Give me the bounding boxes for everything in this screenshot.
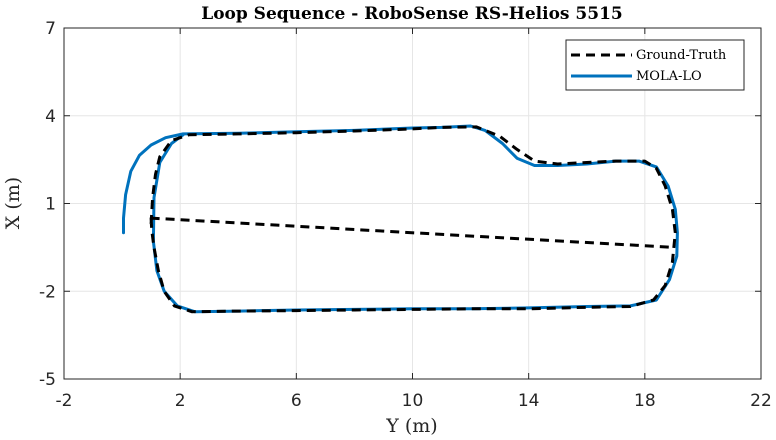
x-tick-label: 14 [518, 391, 540, 411]
chart-title: Loop Sequence - RoboSense RS-Helios 5515 [201, 4, 622, 24]
x-tick-label: 2 [175, 391, 186, 411]
y-tick-label: 1 [45, 195, 56, 215]
y-tick-label: 7 [45, 19, 56, 39]
y-tick-label: -2 [39, 282, 56, 302]
x-tick-label: -2 [56, 391, 73, 411]
y-tick-label: -5 [39, 370, 56, 390]
x-tick-label: 6 [291, 391, 302, 411]
x-tick-label: 22 [750, 391, 772, 411]
x-axis-label: Y (m) [385, 415, 437, 437]
series-line-ground-truth [149, 125, 677, 314]
legend-box [565, 39, 745, 91]
legend-label-mola-lo: MOLA-LO [636, 69, 702, 84]
y-tick-label: 4 [45, 107, 56, 127]
legend-label-ground-truth: Ground-Truth [636, 48, 727, 63]
x-tick-label: 18 [634, 391, 656, 411]
x-tick-label: 10 [402, 391, 424, 411]
series-layer [122, 124, 679, 314]
y-axis-label: X (m) [2, 177, 24, 229]
legend: Ground-Truth MOLA-LO [565, 39, 745, 91]
